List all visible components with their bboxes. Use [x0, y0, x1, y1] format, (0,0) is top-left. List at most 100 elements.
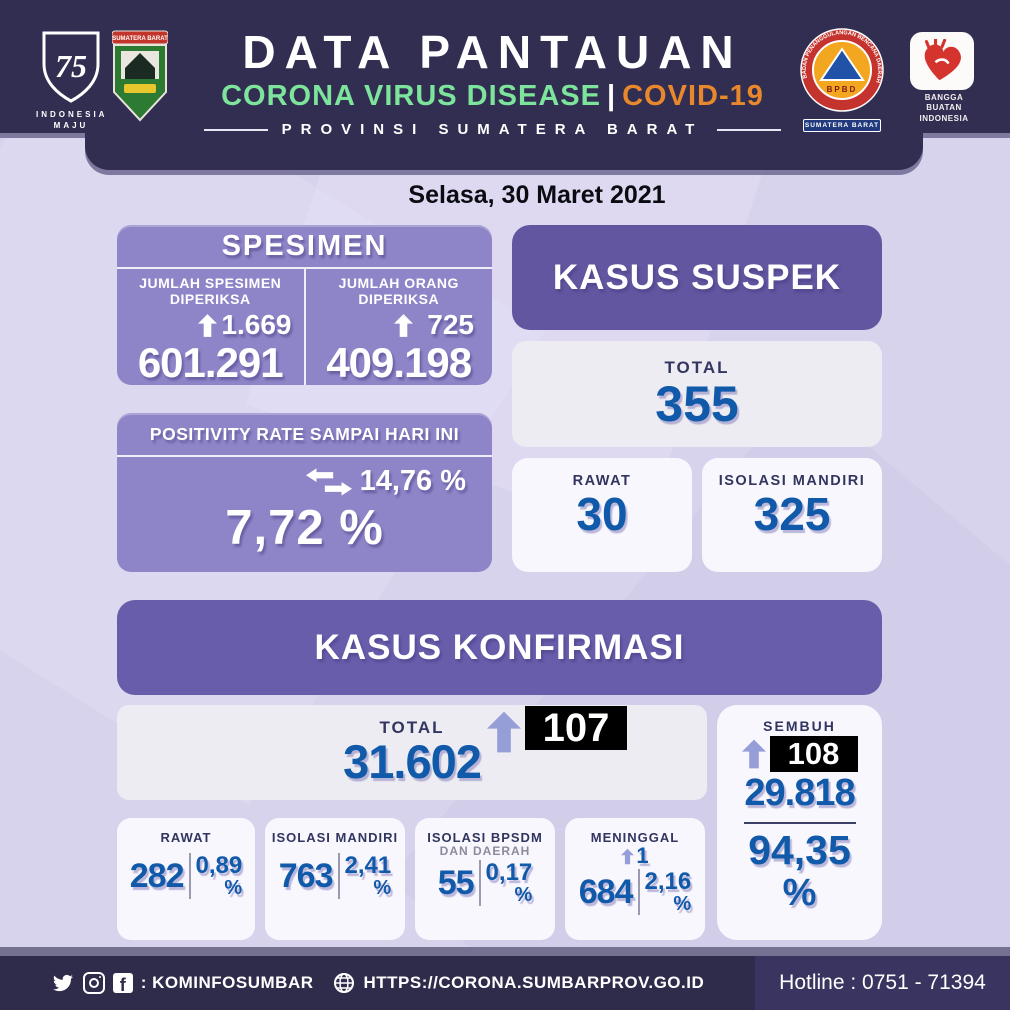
subtitle-disease: CORONA VIRUS DISEASE: [221, 80, 601, 113]
sembuh-value: 29.818: [744, 772, 855, 814]
isolasi-bpsdm-percent-sign: %: [514, 884, 533, 907]
bpbd-circle-icon: BADAN PENANGGULANGAN BENCANA DAERAH BPBD: [800, 28, 884, 112]
isolasi-mandiri-percent-sign: %: [373, 877, 392, 900]
svg-text:SUMATERA BARAT: SUMATERA BARAT: [112, 36, 168, 42]
bbi-heart-icon: [924, 39, 961, 81]
konfirmasi-total-value: 31.602: [343, 735, 482, 788]
konfirmasi-rawat-card: RAWAT 282 0,89%: [117, 818, 255, 940]
meninggal-value: 684: [578, 872, 634, 911]
bbi-caption1: BANGGA BUATAN: [924, 93, 964, 113]
spesimen-diperiksa-column: JUMLAH SPESIMEN DIPERIKSA 1.669 601.291: [117, 269, 306, 385]
globe-icon: [333, 973, 354, 993]
footer-top-edge: [0, 947, 1010, 956]
logo-bangga-buatan-indonesia: BANGGA BUATAN INDONESIA: [910, 32, 978, 124]
konfirmasi-total-card: TOTAL 31.602 107: [117, 705, 707, 800]
spesimen-increase: 1.669: [221, 309, 292, 341]
suspek-isolasi-value: 325: [753, 488, 831, 540]
sumbar-crest-icon: SUMATERA BARAT: [111, 30, 169, 122]
suspek-isolasi-label: ISOLASI MANDIRI: [718, 473, 866, 489]
twitter-icon: [52, 974, 73, 992]
region-title: PROVINSI SUMATERA BARAT: [281, 121, 704, 139]
spesimen-title: SPESIMEN: [117, 225, 492, 269]
isolasi-mandiri-percent: 2,41: [344, 852, 392, 880]
positivity-cumulative-rate: 7,72 %: [225, 501, 384, 555]
bbi-card: [910, 32, 974, 90]
svg-text:75: 75: [55, 48, 87, 84]
konfirmasi-increase-badge: 107: [525, 706, 627, 750]
facebook-icon: f: [112, 973, 133, 993]
region-rule-left: [203, 128, 268, 131]
header-text-block: DATA PANTAUAN CORONA VIRUS DISEASE | COVID…: [180, 28, 805, 138]
date-line: Selasa, 30 Maret 2021: [408, 181, 666, 209]
kasus-suspek-title: KASUS SUSPEK: [552, 257, 842, 297]
sembuh-percent-sign: %: [782, 871, 817, 914]
sembuh-label: SEMBUH: [763, 718, 836, 734]
footer-hotline-bar: Hotline : 0751 - 71394: [755, 956, 1010, 1010]
konfirmasi-isolasi-bpsdm-card: ISOLASI BPSDM DAN DAERAH 55 0,17%: [415, 818, 555, 940]
shield-75-icon: 75: [42, 31, 100, 103]
stat-divider: [337, 853, 340, 900]
orang-label-line2: DIPERIKSA: [358, 291, 440, 308]
positivity-panel: POSITIVITY RATE SAMPAI HARI INI 14,76 % …: [117, 413, 492, 572]
rawat-percent-sign: %: [224, 877, 243, 900]
up-arrow-icon: [487, 711, 521, 753]
kasus-konfirmasi-title: KASUS KONFIRMASI: [314, 627, 685, 667]
bbi-caption2: INDONESIA: [919, 113, 969, 123]
spesimen-total: 601.291: [137, 339, 284, 387]
rawat-label: RAWAT: [160, 830, 212, 845]
up-arrow-icon: [741, 739, 766, 769]
meninggal-label: MENINGGAL: [590, 830, 680, 845]
logo-indonesia-maju: 75 INDONESIA MAJU: [36, 30, 106, 131]
orang-diperiksa-column: JUMLAH ORANG DIPERIKSA 725 409.198: [306, 269, 493, 385]
orang-label-line1: JUMLAH ORANG: [338, 275, 459, 291]
sembuh-increase-badge: 108: [769, 736, 858, 772]
isolasi-bpsdm-sublabel: DAN DAERAH: [439, 844, 531, 859]
left-right-arrows-icon: [305, 467, 352, 496]
stat-divider: [478, 860, 481, 907]
positivity-today-rate: 14,76 %: [359, 465, 466, 497]
svg-text:BPBD: BPBD: [827, 85, 858, 94]
stat-divider: [637, 869, 640, 916]
rawat-percent: 0,89: [195, 852, 243, 880]
isolasi-bpsdm-percent: 0,17: [485, 859, 533, 887]
suspek-rawat-value: 30: [576, 488, 628, 540]
sembuh-percent-value: 94,35: [748, 826, 851, 873]
suspek-isolasi-card: ISOLASI MANDIRI 325: [702, 458, 882, 572]
isolasi-bpsdm-label: ISOLASI BPSDM: [427, 830, 543, 845]
region-rule-right: [717, 128, 782, 131]
footer-social-bar: f : KOMINFOSUMBAR HTTPS://CORONA.SUMBARP…: [0, 956, 755, 1010]
page-title: DATA PANTAUAN: [242, 26, 743, 78]
spesimen-label-line2: DIPERIKSA: [169, 291, 251, 308]
logo-sumbar-crest: SUMATERA BARAT: [111, 28, 169, 127]
up-arrow-icon: [621, 848, 635, 865]
sembuh-card: SEMBUH 108 29.818 94,35 %: [717, 705, 882, 940]
orang-total: 409.198: [326, 339, 472, 387]
orang-increase: 725: [427, 309, 474, 341]
positivity-title: POSITIVITY RATE SAMPAI HARI INI: [117, 413, 492, 457]
social-handle: : KOMINFOSUMBAR: [140, 973, 314, 992]
sembuh-divider: [743, 821, 856, 824]
konfirmasi-total-label: TOTAL: [379, 718, 445, 737]
isolasi-mandiri-value: 763: [278, 856, 334, 895]
suspek-rawat-label: RAWAT: [572, 473, 632, 489]
bpbd-banner: SUMATERA BARAT: [803, 119, 881, 132]
isolasi-bpsdm-value: 55: [437, 863, 475, 902]
logo-75-caption2: MAJU: [53, 121, 89, 131]
konfirmasi-isolasi-mandiri-card: ISOLASI MANDIRI 763 2,41%: [265, 818, 405, 940]
suspek-rawat-card: RAWAT 30: [512, 458, 692, 572]
kasus-suspek-header: KASUS SUSPEK: [512, 225, 882, 330]
konfirmasi-meninggal-card: MENINGGAL 1 684 2,16%: [565, 818, 705, 940]
meninggal-increase: 1: [636, 843, 649, 869]
subtitle-divider: |: [606, 80, 617, 113]
isolasi-mandiri-label: ISOLASI MANDIRI: [271, 830, 399, 845]
suspek-total-label: TOTAL: [664, 358, 730, 377]
subtitle-covid: COVID-19: [622, 80, 764, 113]
header-tab: [85, 0, 923, 170]
instagram-icon: [82, 972, 105, 994]
spesimen-label-line1: JUMLAH SPESIMEN: [139, 275, 282, 291]
up-arrow-icon: [394, 313, 414, 337]
hotline-text: Hotline : 0751 - 71394: [779, 971, 986, 994]
website-url: HTTPS://CORONA.SUMBARPROV.GO.ID: [363, 973, 705, 992]
rawat-value: 282: [129, 856, 185, 895]
